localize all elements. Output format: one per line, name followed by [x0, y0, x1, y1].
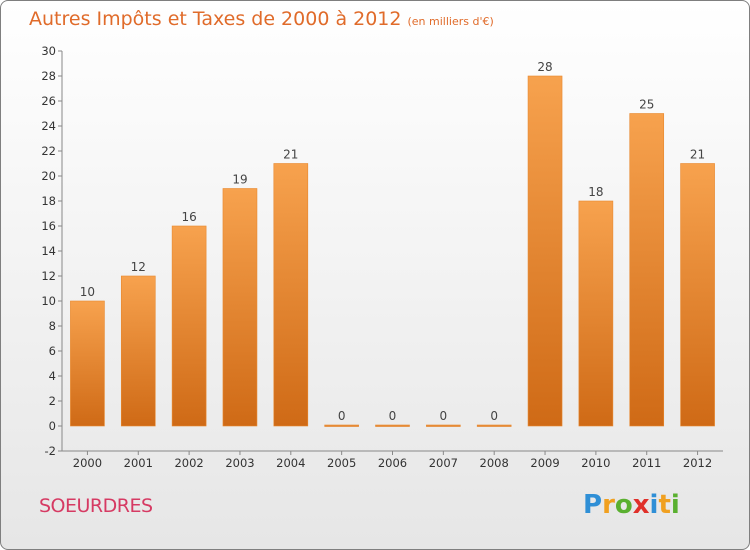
bar: [171, 225, 207, 427]
bar: [578, 200, 614, 427]
logo-letter: i: [649, 490, 659, 520]
bar-value-label: 0: [338, 409, 346, 423]
bar-value-label: 0: [490, 409, 498, 423]
bar-value-label: 0: [389, 409, 397, 423]
y-tick-label: 10: [41, 294, 56, 308]
bar-value-label: 18: [588, 185, 603, 199]
x-tick-label: 2004: [276, 456, 305, 470]
bar-value-label: 28: [537, 60, 552, 74]
bar: [222, 188, 258, 427]
bar: [527, 75, 563, 427]
bar: [375, 424, 410, 427]
proxiti-logo: Proxiti: [583, 490, 680, 520]
logo-letter: o: [614, 490, 633, 520]
y-tick-label: 28: [41, 69, 56, 83]
bar-value-label: 21: [283, 148, 298, 162]
x-tick-label: 2010: [581, 456, 610, 470]
y-tick-label: 2: [49, 394, 56, 408]
bar: [476, 424, 512, 427]
y-tick-label: 14: [41, 244, 56, 258]
x-tick-label: 2003: [225, 456, 254, 470]
bar: [426, 424, 461, 427]
y-tick-label: 24: [41, 119, 56, 133]
bar-value-label: 0: [440, 409, 448, 423]
y-tick-label: 20: [41, 169, 56, 183]
logo-letter: r: [602, 490, 615, 520]
x-tick-label: 2008: [480, 456, 509, 470]
x-tick-label: 2005: [327, 456, 356, 470]
x-tick-label: 2007: [429, 456, 458, 470]
x-tick-label: 2011: [632, 456, 661, 470]
bar: [273, 163, 309, 427]
bar: [120, 275, 156, 427]
logo-letter: i: [670, 490, 680, 520]
bar-value-label: 12: [131, 260, 146, 274]
bar: [680, 163, 715, 427]
y-tick-label: 22: [41, 144, 56, 158]
bar-value-label: 25: [639, 98, 654, 112]
chart-title: Autres Impôts et Taxes de 2000 à 2012: [29, 8, 402, 30]
y-tick-label: 6: [49, 344, 56, 358]
x-tick-label: 2002: [174, 456, 203, 470]
x-tick-label: 2006: [378, 456, 407, 470]
y-tick-label: 16: [41, 219, 56, 233]
x-tick-label: 2012: [683, 456, 712, 470]
y-tick-label: 18: [41, 194, 56, 208]
y-tick-label: 12: [41, 269, 56, 283]
bar-value-label: 10: [80, 285, 95, 299]
y-tick-label: 26: [41, 94, 56, 108]
bar: [70, 300, 105, 427]
bar: [324, 424, 359, 427]
bar-value-label: 16: [181, 210, 196, 224]
y-tick-label: 0: [49, 419, 56, 433]
logo-letter: P: [583, 490, 603, 520]
y-tick-label: 8: [49, 319, 56, 333]
x-tick-label: 2009: [530, 456, 559, 470]
y-tick-label: -2: [45, 444, 56, 458]
commune-name: SOEURDRES: [39, 495, 153, 517]
y-tick-label: 4: [49, 369, 56, 383]
chart-subtitle: (en milliers d'€): [407, 15, 494, 28]
bar-value-label: 19: [232, 173, 247, 187]
bar-value-label: 21: [690, 148, 705, 162]
logo-letter: t: [658, 490, 671, 520]
logo-letter: x: [632, 490, 650, 520]
title-block: Autres Impôts et Taxes de 2000 à 2012 (en…: [29, 8, 494, 30]
x-tick-label: 2000: [73, 456, 102, 470]
y-tick-label: 30: [41, 44, 56, 58]
bar: [629, 113, 665, 427]
x-tick-label: 2001: [124, 456, 153, 470]
